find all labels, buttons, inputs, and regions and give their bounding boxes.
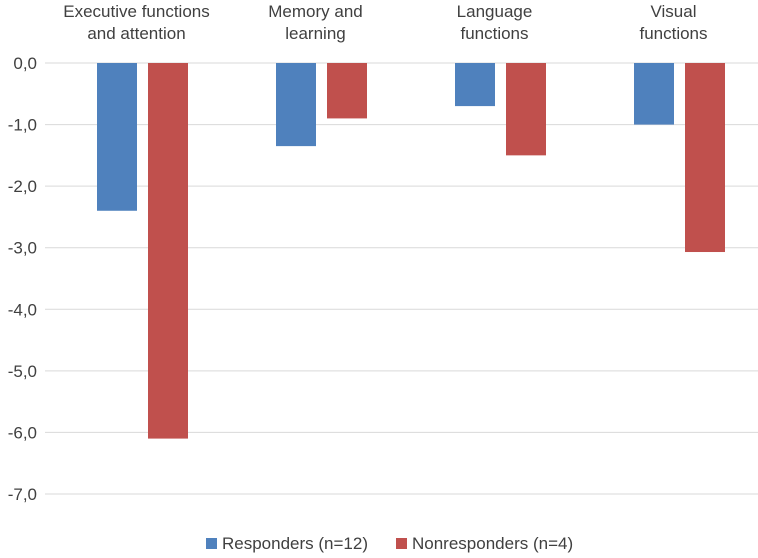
bars: [97, 63, 725, 439]
y-axis-tick-labels: 0,0 -1,0 -2,0 -3,0 -4,0 -5,0 -6,0 -7,0: [8, 54, 37, 504]
y-tick-label: -3,0: [8, 239, 37, 258]
bar-responders-0: [97, 63, 137, 211]
category-label-line: and attention: [87, 24, 185, 43]
bar-responders-1: [276, 63, 316, 147]
category-label-line: Language: [457, 2, 533, 21]
legend: Responders (n=12) Nonresponders (n=4): [206, 534, 573, 553]
y-tick-label: 0,0: [13, 54, 37, 73]
y-tick-label: -6,0: [8, 423, 37, 442]
legend-label: Responders (n=12): [222, 534, 368, 553]
category-label: Language functions: [457, 2, 533, 43]
category-label: Visual functions: [639, 2, 707, 43]
y-tick-label: -1,0: [8, 116, 37, 135]
category-label-line: learning: [285, 24, 346, 43]
legend-label: Nonresponders (n=4): [412, 534, 573, 553]
category-label-line: Memory and: [268, 2, 362, 21]
category-labels: Executive functions and attention Memory a…: [63, 2, 707, 43]
category-label-line: Visual: [651, 2, 697, 21]
category-label: Executive functions and attention: [63, 2, 209, 43]
bar-nonresponders-2: [506, 63, 546, 156]
category-label: Memory and learning: [268, 2, 362, 43]
bar-nonresponders-0: [148, 63, 188, 439]
y-tick-label: -7,0: [8, 485, 37, 504]
legend-swatch: [396, 538, 407, 549]
bar-responders-2: [455, 63, 495, 107]
category-label-line: Executive functions: [63, 2, 209, 21]
bar-responders-3: [634, 63, 674, 125]
category-label-line: functions: [639, 24, 707, 43]
category-label-line: functions: [460, 24, 528, 43]
y-tick-label: -5,0: [8, 362, 37, 381]
legend-swatch: [206, 538, 217, 549]
bar-nonresponders-1: [327, 63, 367, 119]
y-tick-label: -2,0: [8, 177, 37, 196]
bar-nonresponders-3: [685, 63, 725, 253]
y-tick-label: -4,0: [8, 300, 37, 319]
